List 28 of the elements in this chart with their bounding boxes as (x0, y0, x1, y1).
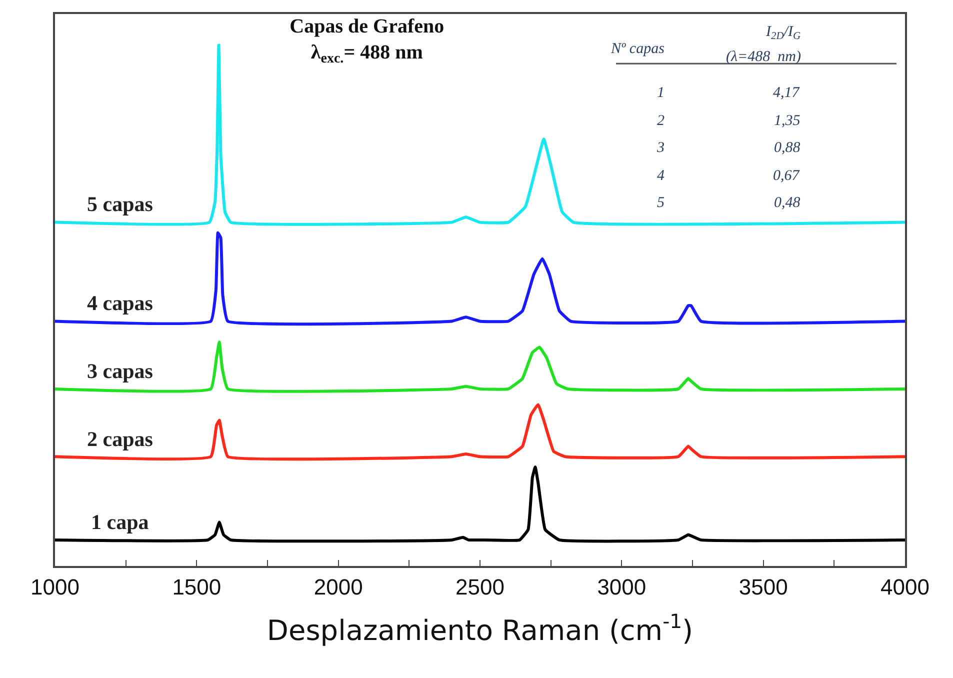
x-tick-label: 4000 (880, 574, 930, 600)
x-tick-label: 2000 (314, 574, 363, 600)
annotation: 0,88 (774, 140, 801, 156)
text: I$_{2D}$/I$_{G}$ (765, 24, 802, 42)
annotation: 1 (657, 85, 664, 101)
series-label: 3 capas (87, 359, 153, 383)
series-label: 5 capas (87, 192, 153, 216)
series-label: 1 capa (91, 510, 150, 534)
x-tick-label: 2500 (456, 574, 504, 600)
chart-title: Capas de Grafeno (290, 16, 444, 38)
annotation: 5 (657, 195, 665, 211)
annotation: 2 (657, 113, 665, 129)
x-tick-label: 3500 (738, 574, 788, 600)
chart-subtitle: λ$_{exc.}$= 488 nm (310, 42, 424, 67)
annotation: 1,35 (774, 113, 801, 129)
x-tick-label: 3000 (597, 574, 646, 600)
annotation: (λ=488 nm) (726, 49, 801, 65)
annotation: 3 (656, 140, 664, 156)
annotation: 0,67 (773, 168, 801, 184)
x-tick-label: 1000 (30, 574, 80, 600)
series-label: 4 capas (87, 291, 153, 315)
annotation: 4 (657, 168, 665, 184)
series-label: 2 capas (87, 427, 153, 451)
x-axis-title: Desplazamiento Raman (cm$^{-1}$) (266, 610, 694, 647)
x-tick-label: 1500 (172, 574, 222, 600)
annotation: Nº capas (610, 41, 665, 57)
annotation: 4,17 (773, 85, 801, 101)
annotation: 0,48 (774, 195, 801, 211)
